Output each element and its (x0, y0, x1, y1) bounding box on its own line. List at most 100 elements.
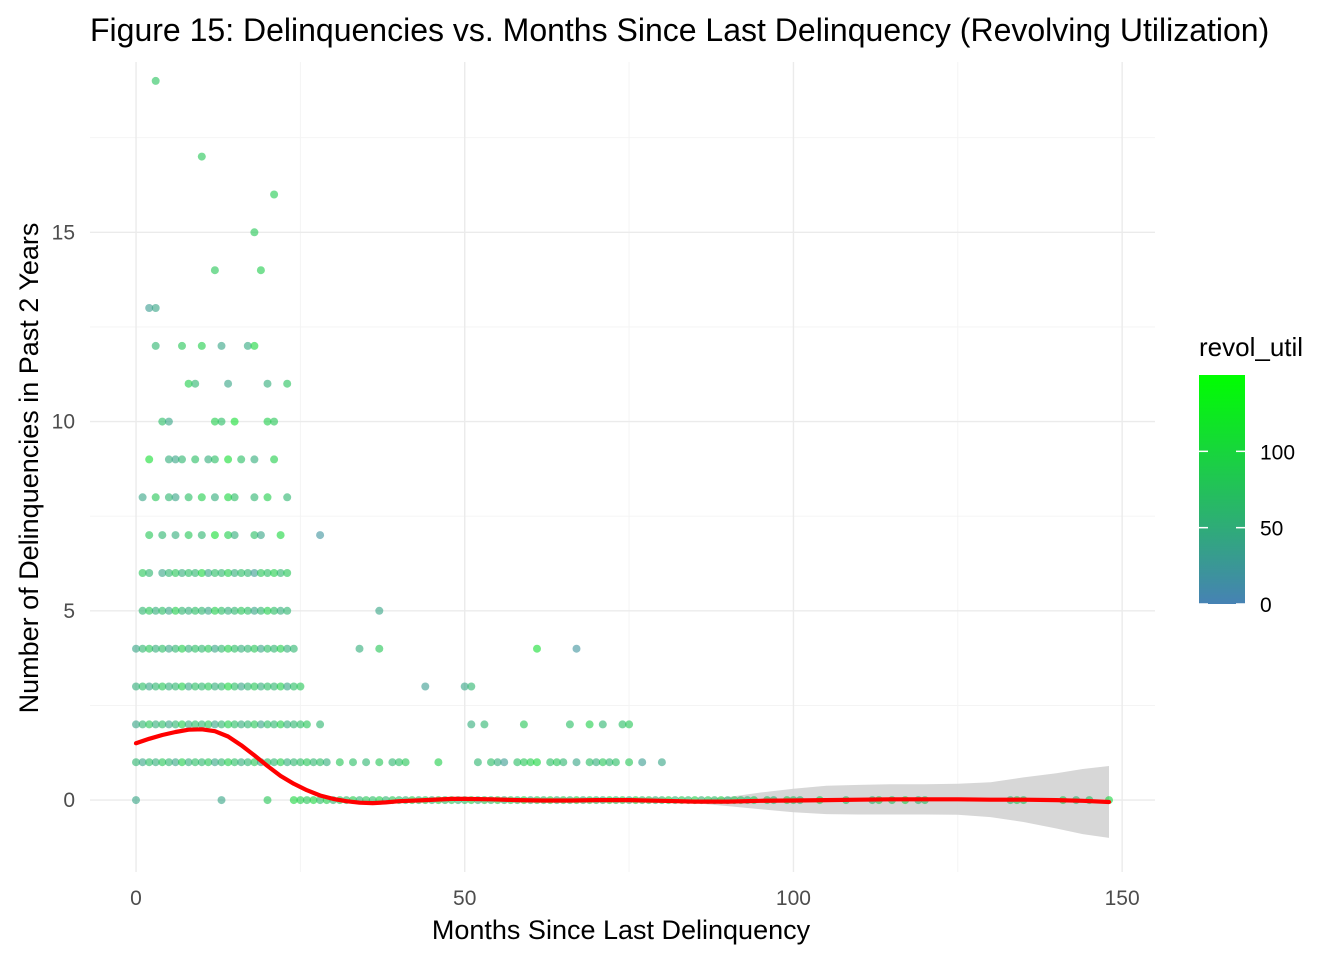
data-point (191, 569, 200, 577)
x-axis-title: Months Since Last Delinquency (432, 915, 811, 945)
data-point (164, 682, 173, 691)
data-point (178, 606, 186, 615)
data-point (224, 682, 233, 691)
data-point (145, 606, 154, 615)
data-point (283, 606, 292, 615)
data-point (349, 758, 357, 767)
data-point (263, 569, 272, 577)
data-point (572, 644, 581, 653)
y-axis-title: Number of Delinquencies in Past 2 Years (14, 223, 44, 714)
data-point (250, 720, 259, 729)
data-point (184, 606, 193, 615)
data-point (243, 682, 252, 691)
data-point (191, 455, 200, 464)
data-point (145, 682, 154, 691)
data-point (355, 644, 364, 653)
data-point (151, 644, 160, 653)
data-point (171, 455, 180, 464)
data-point (270, 569, 279, 577)
data-point (250, 644, 259, 653)
x-tick-label: 0 (130, 887, 142, 910)
data-point (164, 758, 173, 767)
data-point (210, 531, 219, 540)
data-point (605, 758, 614, 767)
data-point (197, 720, 206, 729)
data-point (243, 606, 252, 615)
data-point (184, 531, 193, 540)
data-point (230, 493, 239, 502)
data-point (145, 455, 154, 464)
x-tick-label: 150 (1105, 887, 1140, 910)
data-point (296, 758, 305, 767)
data-point (243, 720, 252, 729)
data-point (204, 455, 213, 464)
data-point (132, 682, 140, 691)
y-tick-label: 5 (63, 600, 75, 623)
data-point (210, 493, 219, 502)
data-point (178, 758, 186, 767)
data-point (224, 644, 233, 653)
data-point (197, 644, 206, 653)
data-point (263, 379, 272, 388)
data-point (375, 644, 384, 653)
data-point (197, 531, 206, 540)
smooth-trend-line (133, 727, 1112, 806)
data-point (151, 758, 160, 767)
data-point (151, 493, 160, 502)
y-tick-label: 10 (52, 411, 75, 434)
data-point (217, 644, 226, 653)
data-point (145, 758, 154, 767)
data-point (217, 417, 226, 426)
smooth-line-layer (133, 727, 1112, 806)
data-point (204, 758, 213, 767)
data-point (138, 606, 147, 615)
data-point (237, 455, 246, 464)
data-point (283, 569, 292, 577)
data-point (178, 341, 186, 350)
data-point (237, 720, 246, 729)
data-point (250, 341, 259, 350)
data-point (276, 606, 285, 615)
data-point (250, 493, 259, 502)
data-point (250, 758, 259, 767)
confidence-ribbon-layer (136, 743, 1109, 838)
data-point (276, 644, 285, 653)
data-point (217, 720, 226, 729)
data-point (210, 455, 219, 464)
data-point (224, 455, 233, 464)
data-point (283, 493, 292, 502)
data-point (158, 569, 167, 577)
data-point (546, 758, 555, 767)
data-point (224, 569, 233, 577)
data-point (270, 190, 279, 199)
data-point (158, 682, 167, 691)
data-point (145, 720, 154, 729)
data-point (243, 569, 252, 577)
data-point (638, 758, 647, 767)
data-point (395, 758, 403, 767)
data-point (237, 682, 246, 691)
data-point (618, 720, 627, 729)
data-point (625, 758, 634, 767)
data-point (256, 682, 265, 691)
data-point (552, 758, 561, 767)
data-point (151, 720, 160, 729)
data-point (224, 379, 233, 388)
data-point (178, 682, 186, 691)
data-point (237, 758, 246, 767)
data-point (302, 796, 311, 805)
x-tick-label: 50 (453, 887, 476, 910)
data-point (210, 758, 219, 767)
data-point (316, 531, 325, 540)
legend-title: revol_util (1199, 332, 1303, 362)
data-point (191, 644, 200, 653)
data-point (243, 758, 252, 767)
data-point (270, 720, 279, 729)
data-point (138, 682, 147, 691)
data-point (230, 720, 239, 729)
data-point (224, 493, 233, 502)
data-point (210, 720, 219, 729)
data-point (171, 758, 180, 767)
data-point (164, 606, 173, 615)
data-point (184, 644, 193, 653)
